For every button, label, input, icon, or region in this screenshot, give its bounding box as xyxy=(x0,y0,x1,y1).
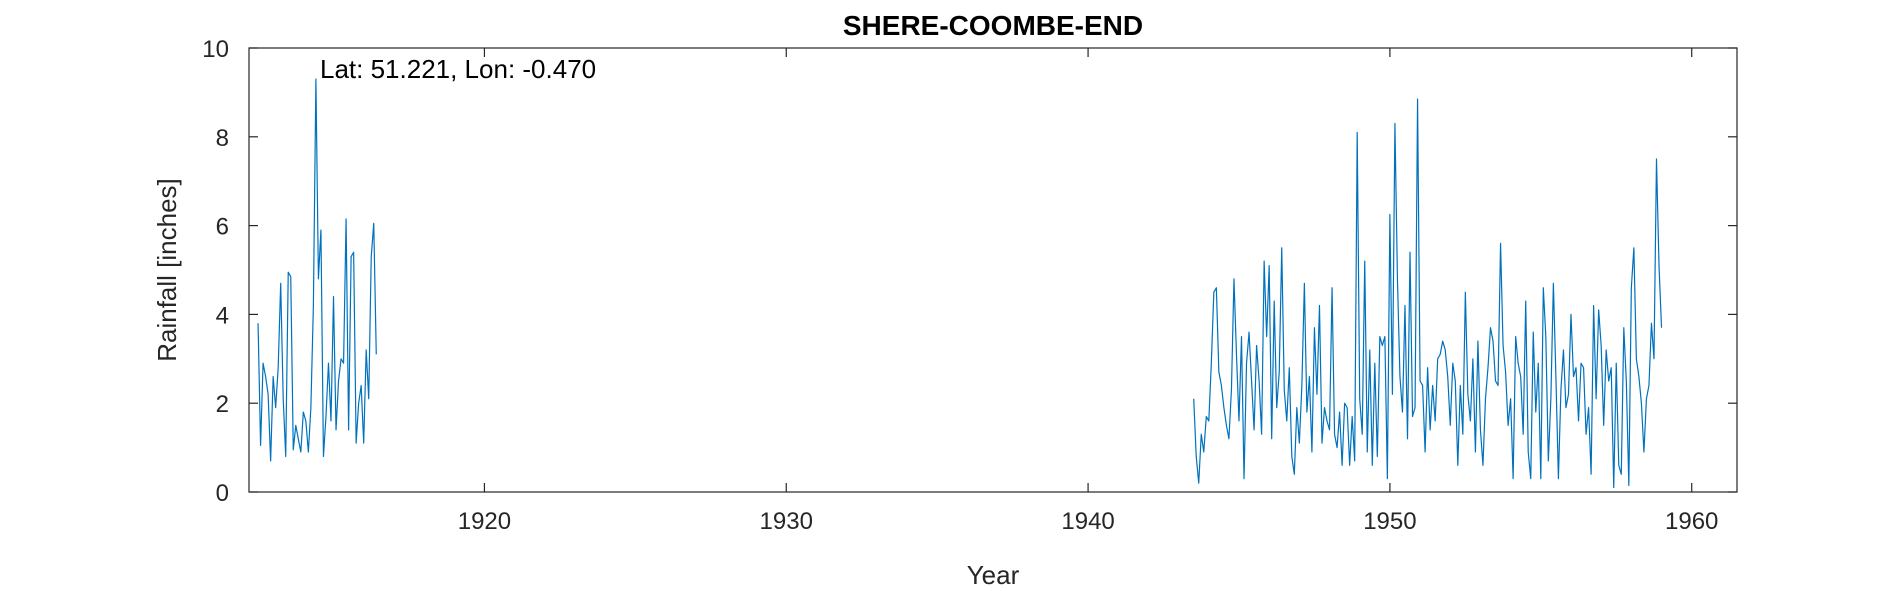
plot-area xyxy=(249,48,1737,492)
data-layer xyxy=(257,78,1663,489)
series-line-1 xyxy=(257,78,377,462)
y-tick-label: 2 xyxy=(216,391,229,418)
y-axis-label: Rainfall [inches] xyxy=(152,178,182,362)
chart-title: SHERE-COOMBE-END xyxy=(843,10,1143,41)
x-tick-label: 1930 xyxy=(760,508,813,535)
axes-layer: 1920 1930 1940 1950 1960 0 2 4 6 8 10 xyxy=(202,36,1738,535)
series-line-2 xyxy=(1193,98,1663,489)
x-axis-label: Year xyxy=(967,560,1020,590)
x-tick-label: 1950 xyxy=(1363,508,1416,535)
y-tick-label: 0 xyxy=(216,480,229,507)
x-tick-label: 1960 xyxy=(1665,508,1718,535)
y-tick-label: 10 xyxy=(202,36,229,63)
axes-box xyxy=(248,47,1738,493)
x-tick-label: 1940 xyxy=(1061,508,1114,535)
y-tick-label: 6 xyxy=(216,214,229,241)
location-annotation: Lat: 51.221, Lon: -0.470 xyxy=(320,54,596,84)
x-tick-label: 1920 xyxy=(458,508,511,535)
y-tick-label: 4 xyxy=(216,302,229,329)
y-tick-label: 8 xyxy=(216,125,229,152)
